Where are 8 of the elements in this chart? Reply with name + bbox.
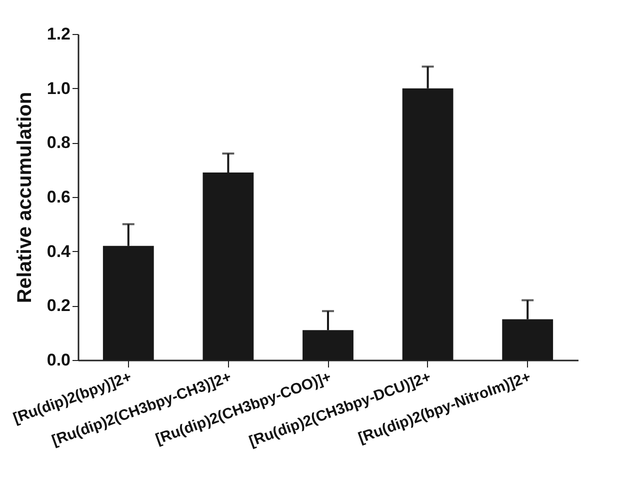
text: 1.0 (46, 78, 70, 98)
text: 0.0 (46, 350, 70, 370)
y-tick-label: 0.8 (46, 133, 70, 152)
y-tick-label: 0.4 (46, 242, 72, 261)
y-tick-label: 0.2 (46, 296, 70, 316)
y-tick-label: 0.6 (46, 188, 70, 206)
y-axis-title: Relative accumulation (14, 92, 36, 304)
y-tick-label: 1.2 (46, 24, 70, 44)
